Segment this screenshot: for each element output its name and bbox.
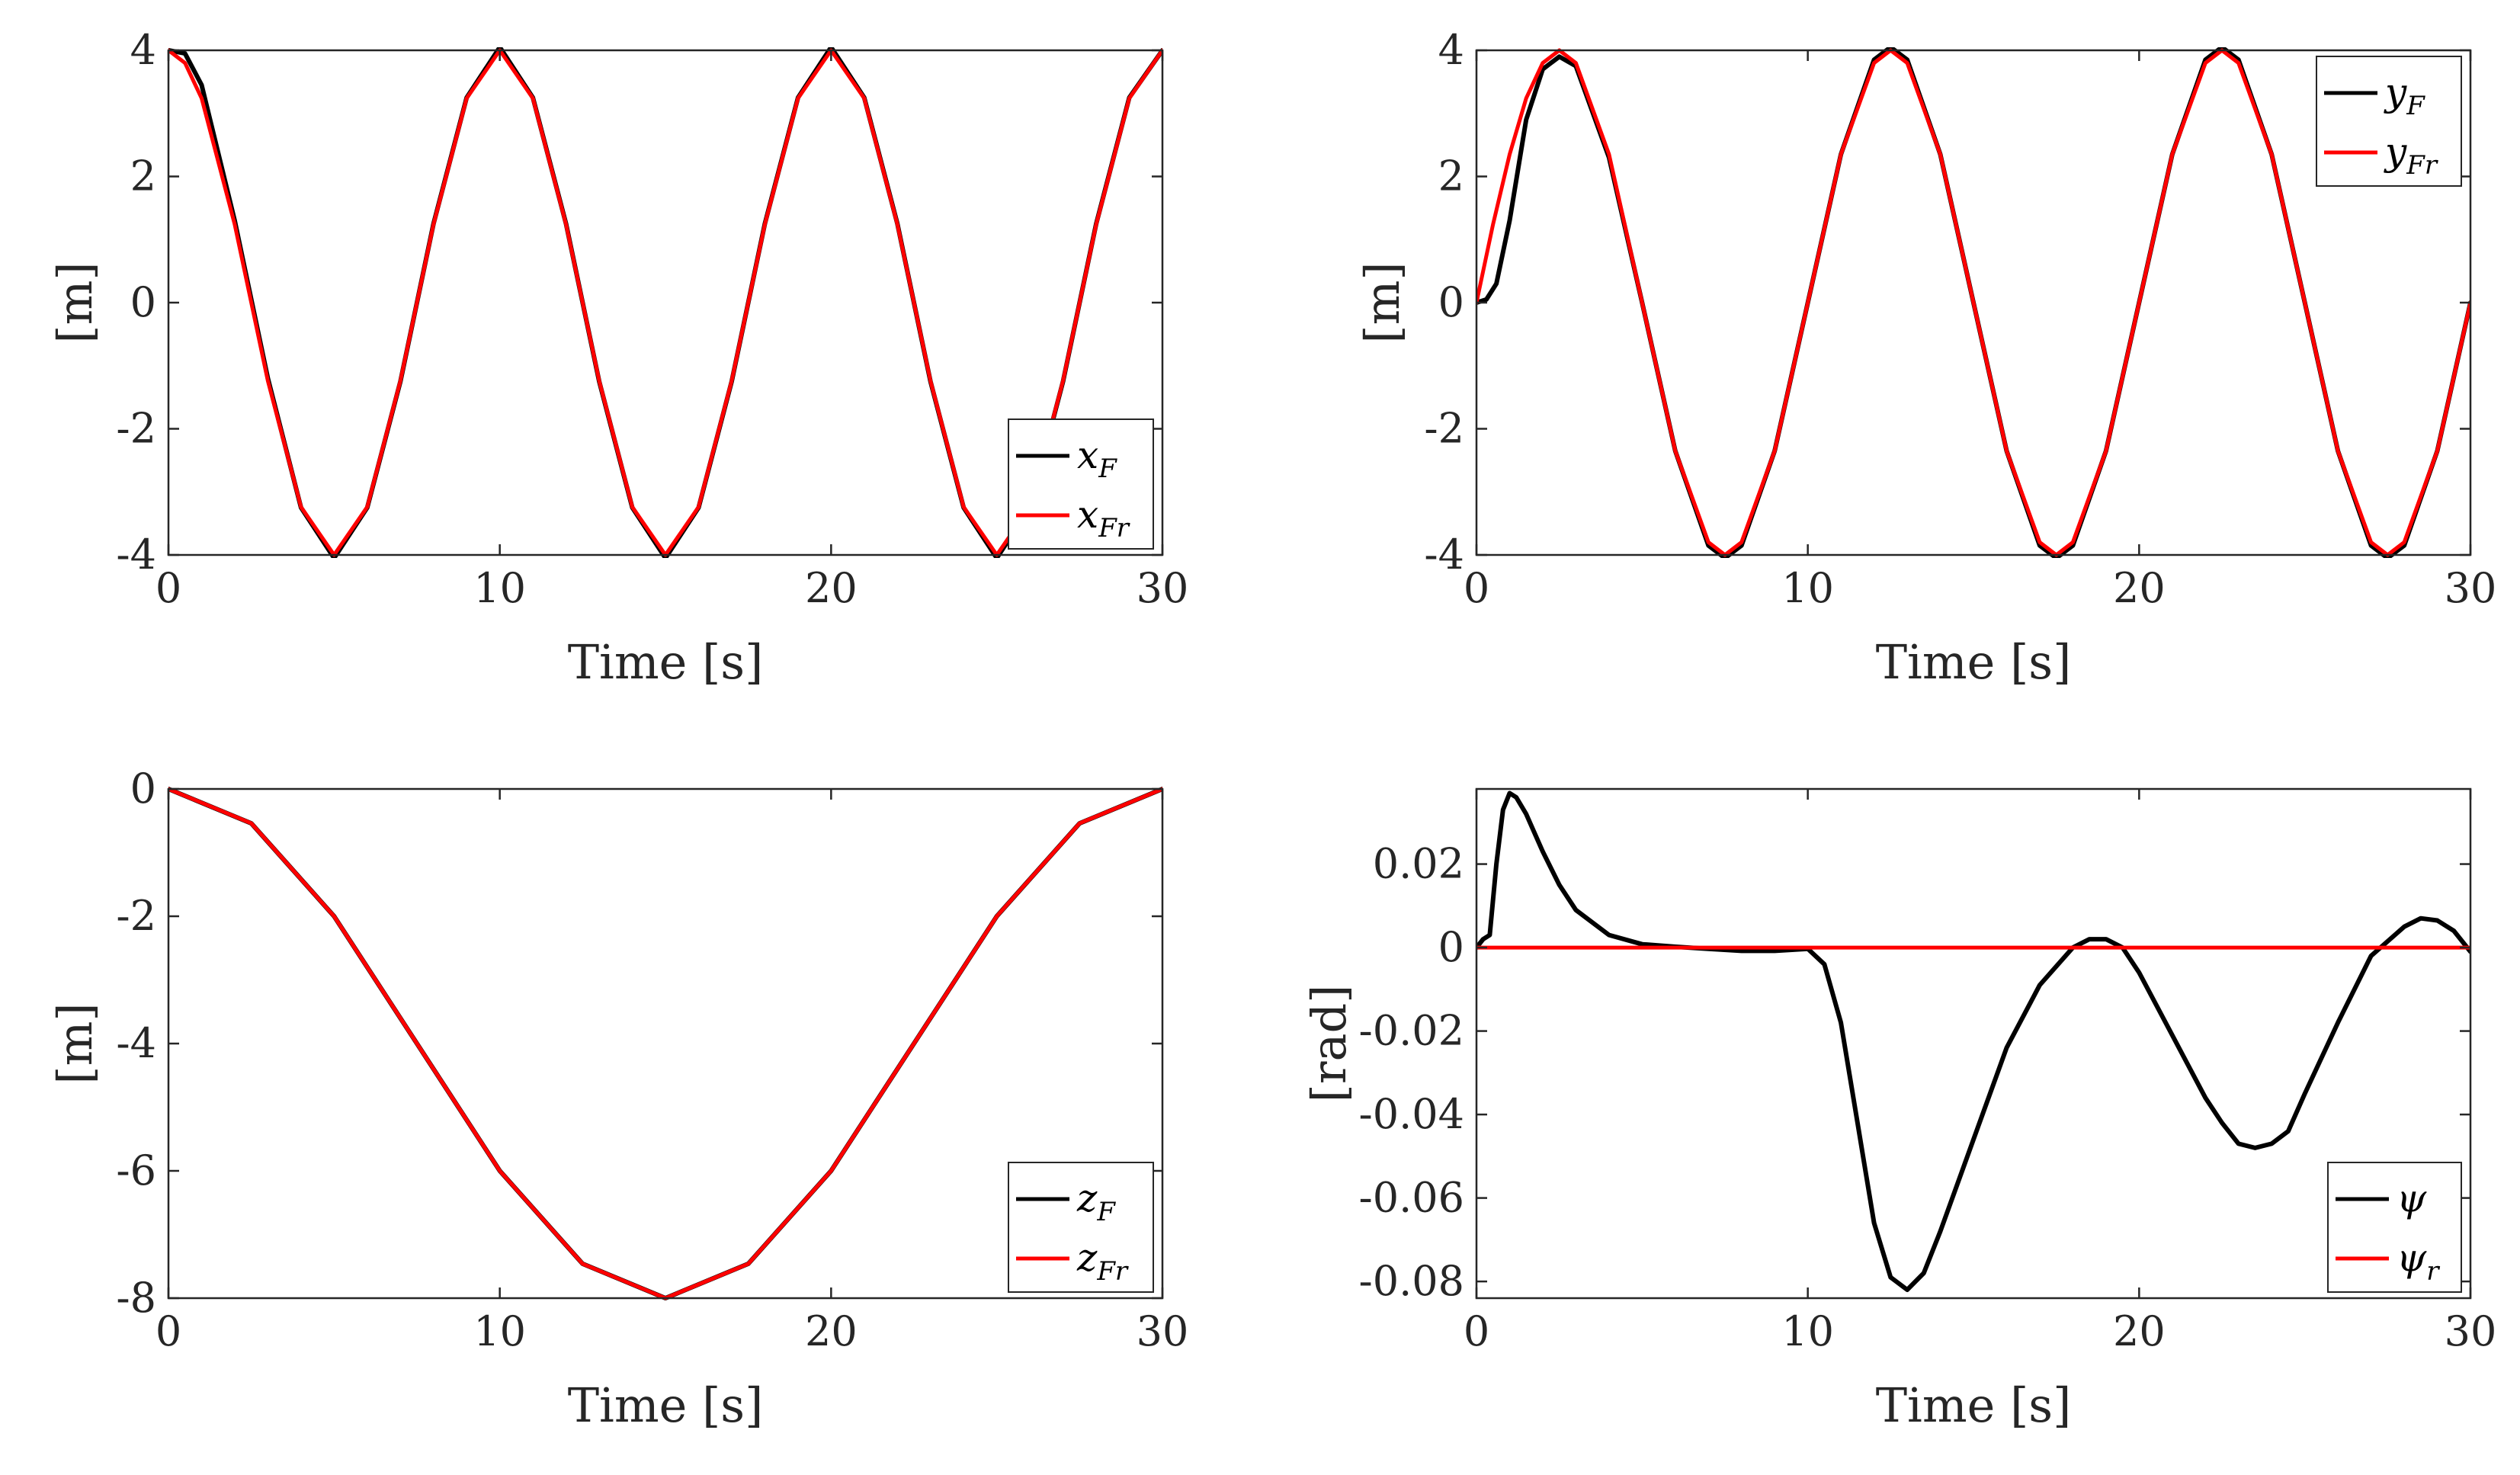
x-axis-label: Time [s]: [568, 1377, 764, 1433]
legend-label-2: yFr: [2384, 130, 2438, 181]
y-tick-label: 0.02: [1373, 840, 1464, 888]
y-tick-label: -0.02: [1359, 1007, 1464, 1055]
legend: zF zFr: [1008, 1162, 1154, 1293]
y-tick-label: -4: [116, 531, 156, 579]
y-tick-label: -0.04: [1359, 1090, 1464, 1138]
legend-box: [1008, 418, 1154, 550]
y-tick-label: -2: [116, 405, 156, 453]
legend-label-2: zFr: [1076, 1236, 1129, 1287]
legend-label-1: ψ: [2397, 1176, 2427, 1220]
x-tick-label: 10: [1781, 564, 1834, 612]
legend-label-1: xF: [1077, 433, 1117, 484]
x-tick-label: 0: [155, 564, 181, 612]
y-tick-label: -0.06: [1359, 1174, 1464, 1222]
legend: ψ ψr: [2327, 1162, 2462, 1293]
x-tick-label: 10: [473, 564, 526, 612]
y-tick-label: -4: [116, 1019, 156, 1067]
legend-label-1: zF: [1076, 1176, 1116, 1227]
chart-panel-2: 0 10 20 30 -4 -2 0 2 4 Time [s] [m] yF yFr: [1355, 26, 2496, 690]
legend-box: [2327, 1162, 2462, 1293]
series-line-2: [168, 48, 1162, 557]
legend-label-2: xFr: [1077, 492, 1130, 544]
y-tick-label: 0: [130, 765, 156, 813]
x-tick-label: 20: [805, 564, 858, 612]
plot-area: [1476, 789, 2470, 1298]
legend: yF yFr: [2316, 56, 2462, 187]
series-line-1: [1476, 790, 2470, 1292]
y-tick-label: 4: [1438, 26, 1464, 74]
x-tick-label: 20: [2113, 564, 2166, 612]
y-tick-label: 0: [1438, 923, 1464, 971]
y-tick-label: -2: [1424, 405, 1464, 453]
x-tick-label: 0: [1464, 1307, 1489, 1355]
y-tick-label: 2: [130, 152, 156, 200]
y-tick-label: 0: [1438, 278, 1464, 326]
y-axis-label: [m]: [1355, 261, 1410, 343]
y-tick-label: -4: [1424, 531, 1464, 579]
y-axis-label: [rad]: [1301, 985, 1357, 1103]
chart-panel-4: 0 10 20 30 -0.08 -0.06 -0.04 -0.02 0 0.02 Time [s]…: [1301, 787, 2497, 1433]
y-tick-label: 0: [130, 278, 156, 326]
x-tick-label: 20: [805, 1307, 858, 1355]
y-tick-label: -8: [116, 1274, 156, 1322]
chart-panel-1: 0 10 20 30 -4 -2 0 2 4 Time [s] [m] xF xFr: [47, 26, 1188, 690]
y-tick-label: 4: [130, 26, 156, 74]
plot-area: [168, 789, 1162, 1298]
y-tick-label: -2: [116, 892, 156, 940]
x-axis-label: Time [s]: [568, 634, 764, 690]
y-axis-label: [m]: [47, 1002, 103, 1084]
legend-label-2: ψr: [2397, 1236, 2440, 1287]
x-tick-label: 10: [473, 1307, 526, 1355]
legend-box: [2316, 56, 2462, 187]
legend-label-1: yF: [2384, 70, 2425, 121]
x-tick-label: 10: [1781, 1307, 1834, 1355]
series-line-2: [1476, 48, 2470, 557]
x-tick-label: 0: [155, 1307, 181, 1355]
plot-area: [168, 50, 1162, 555]
x-tick-label: 30: [1137, 1307, 1189, 1355]
y-tick-label: -0.08: [1359, 1257, 1464, 1305]
x-tick-label: 30: [1137, 564, 1189, 612]
chart-panel-3: 0 10 20 30 -8 -6 -4 -2 0 Time [s] [m] zF zFr: [47, 765, 1188, 1433]
legend: xF xFr: [1008, 418, 1154, 550]
x-tick-label: 0: [1464, 564, 1489, 612]
y-tick-label: 2: [1438, 152, 1464, 200]
legend-box: [1008, 1162, 1154, 1293]
y-tick-label: -6: [116, 1146, 156, 1194]
x-tick-label: 30: [2445, 1307, 2497, 1355]
x-axis-label: Time [s]: [1876, 1377, 2072, 1433]
axes-frame: [1475, 787, 2472, 1300]
x-axis-label: Time [s]: [1876, 634, 2072, 690]
x-tick-label: 30: [2445, 564, 2497, 612]
y-axis-label: [m]: [47, 261, 103, 343]
x-tick-label: 20: [2113, 1307, 2166, 1355]
